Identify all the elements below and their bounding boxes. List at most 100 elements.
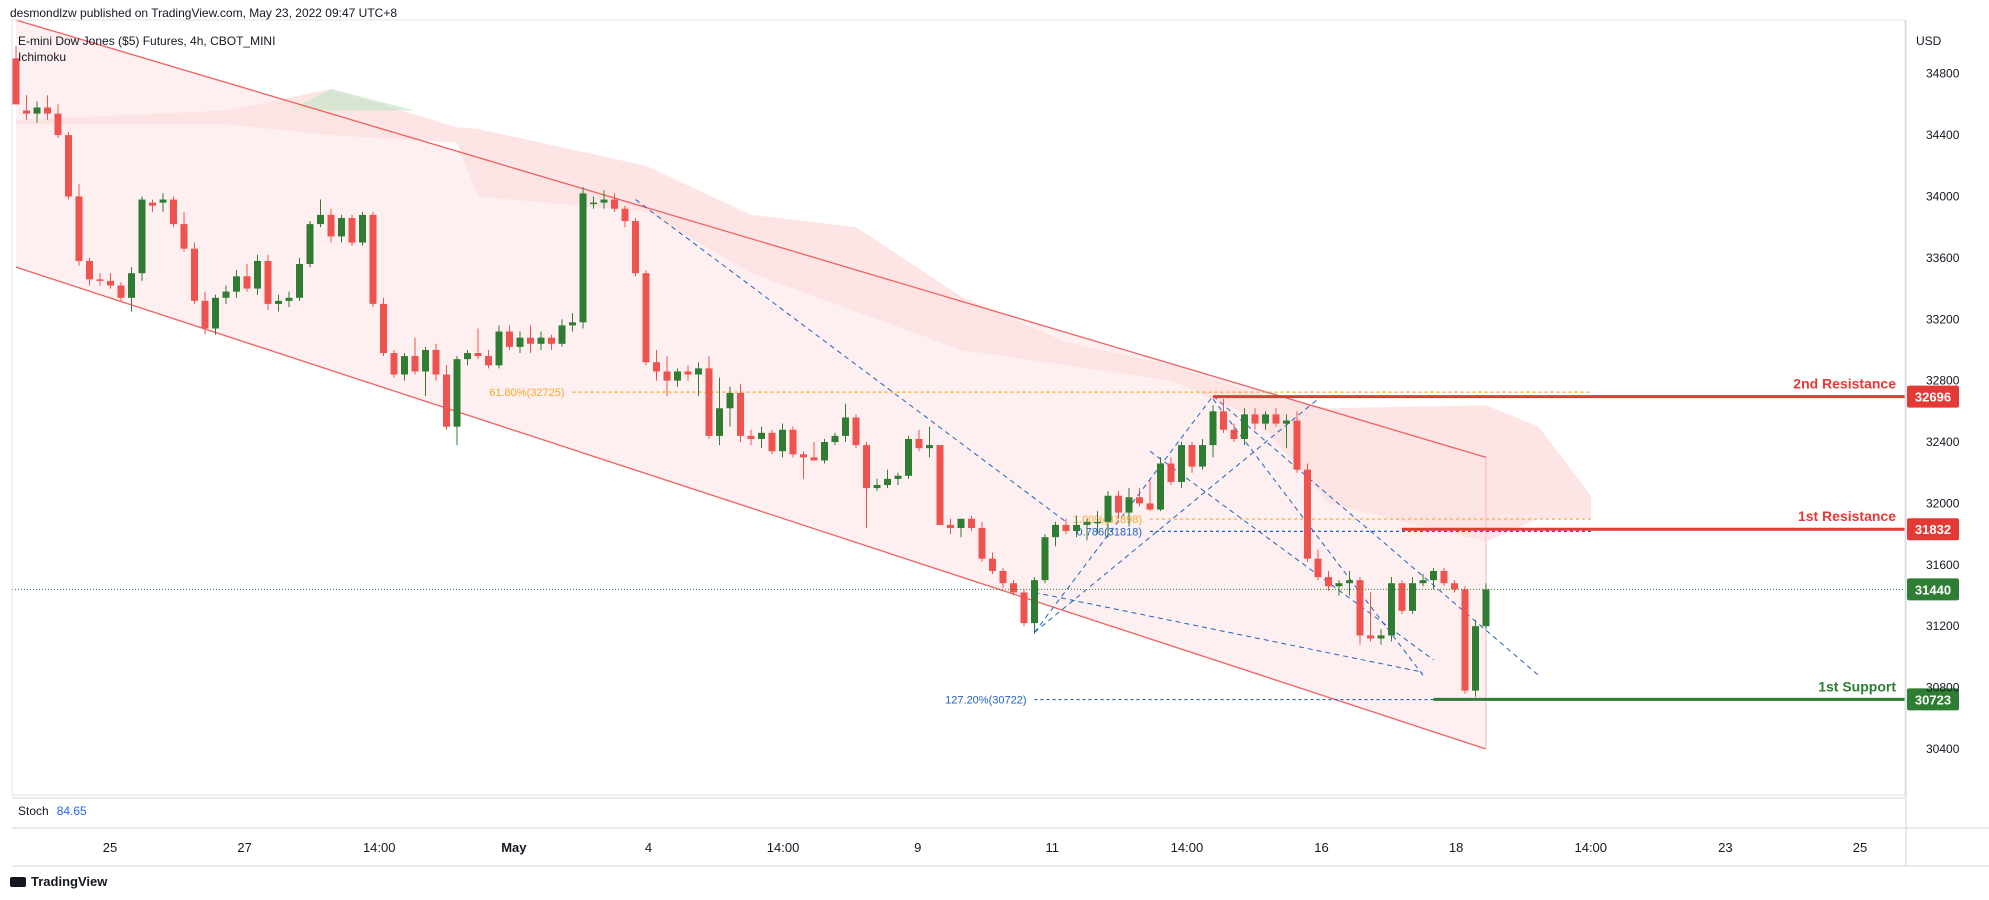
price-badge [1907,385,1959,408]
instrument-title: E-mini Dow Jones ($5) Futures, 4h, CBOT_… [18,34,276,48]
candle-body [464,353,471,360]
candle-body [23,110,30,114]
candle-body [1178,445,1185,482]
candle-body [600,199,608,203]
x-tick-label: 25 [1853,840,1867,855]
candle-body [149,202,156,206]
y-tick-label: 34800 [1926,67,1960,81]
candle-body [705,368,713,436]
x-tick-label: 16 [1314,840,1328,855]
candle-body [684,371,692,375]
candle-body [306,224,314,265]
candle-body [779,429,786,452]
candle-body [54,113,62,136]
candle-body [222,291,230,298]
candle-body [359,214,366,243]
candle-body [590,202,597,205]
main-pane-frame [11,19,1906,796]
candle-body [1209,411,1217,446]
axes: 30400 30800 31200 31600 32000 32400 32800 33200… [11,19,1989,867]
candle-body [579,193,587,323]
x-tick-label: 14:00 [1574,840,1607,855]
candle-body [1440,570,1448,584]
fib-level-label: 127.20%(30722) [945,695,1026,707]
candle-body [884,478,891,485]
price-badge [1907,688,1959,711]
candle-body [1125,497,1133,513]
candle-body [642,273,650,363]
candle-body [1115,495,1122,513]
candle-body [86,260,93,280]
y-tick-label: 31200 [1926,619,1960,633]
price-badge [1907,518,1959,541]
stoch-indicator[interactable]: Stoch 84.65 [18,804,87,818]
y-tick-label: 31600 [1926,558,1960,572]
candle-body [285,297,293,301]
candle-body [348,217,356,243]
candle-body [159,199,167,203]
candle-body [327,214,335,237]
tradingview-logo[interactable]: TradingView [10,874,107,889]
candle-body [1398,583,1406,611]
candle-body [1283,420,1290,424]
publisher-line: desmondlzw published on TradingView.com,… [10,6,398,20]
candle-body [1251,414,1259,424]
level-label: 2nd Resistance [1793,376,1896,392]
candle-body [1388,583,1395,636]
fibonacci-drawings: 61.80%(32725)1.00%(31898)0.786(31818)127… [489,199,1591,707]
candle-body [1220,411,1227,430]
candle-body [1472,626,1479,691]
candle-body [432,349,440,375]
candle-body [1083,521,1091,525]
candle-body [369,214,377,304]
fib-dashed-line [1034,398,1319,633]
candle-body [380,303,387,354]
candle-body [1136,497,1143,504]
candle-body [495,331,503,366]
candle-body [957,518,965,528]
current-price-text: 31440 [1915,582,1951,597]
candle-body [789,429,797,455]
candle-body [1482,589,1490,627]
current-price-badge [1907,578,1959,601]
channel-fill [16,20,1486,749]
candle-body [516,337,524,347]
candle-body [905,438,912,476]
y-tick-label: 33600 [1926,251,1960,265]
candle-body [275,300,282,304]
candle-body [317,214,324,225]
candle-body [1230,429,1238,439]
fib-level-label: 61.80%(32725) [489,387,564,399]
candle-body [1451,583,1458,590]
y-tick-label: 32400 [1926,435,1960,449]
candle-body [537,337,545,344]
candle-body [1010,583,1017,593]
candle-body [1293,420,1301,470]
candle-body [873,485,881,489]
fib-dashed-line [1149,450,1434,661]
candle-body [810,457,818,461]
candle-body [1073,524,1080,532]
candle-body [674,371,681,381]
candle-body [1346,580,1353,584]
candle-body [1325,577,1332,587]
candle-body [33,107,41,114]
candle-body [1146,503,1154,510]
candle-body [768,432,776,452]
candle-body [443,374,450,427]
candle-body [621,208,629,222]
x-tick-label: 18 [1449,840,1463,855]
candle-body [716,408,723,436]
y-tick-label: 30800 [1926,681,1960,695]
indicator-label[interactable]: Ichimoku [18,50,67,64]
candle-body [842,417,849,436]
candle-body [989,558,996,571]
candle-body [1314,558,1322,578]
candle-body [1241,414,1248,439]
candle-body [1031,580,1038,624]
x-tick-label: 9 [914,840,921,855]
y-tick-label: 32800 [1926,374,1960,388]
x-tick-label: 23 [1718,840,1732,855]
candle-body [128,273,135,298]
